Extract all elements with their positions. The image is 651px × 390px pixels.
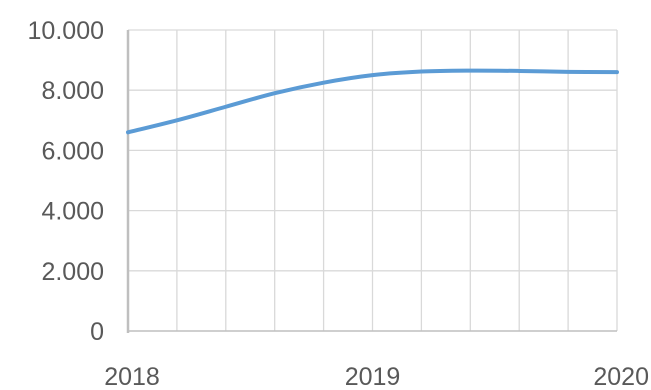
axes bbox=[126, 30, 617, 333]
y-tick-label-0: 0 bbox=[90, 318, 104, 346]
y-tick-label-2: 4.000 bbox=[41, 198, 104, 226]
y-axis-tick-labels: 0 2.000 4.000 6.000 8.000 10.000 bbox=[28, 17, 104, 346]
y-tick-label-4: 8.000 bbox=[41, 77, 104, 105]
series-line-0 bbox=[126, 68, 619, 135]
x-tick-label-0: 2018 bbox=[104, 363, 160, 390]
series-layer bbox=[126, 68, 619, 135]
y-tick-label-3: 6.000 bbox=[41, 137, 104, 165]
y-tick-label-5: 10.000 bbox=[28, 17, 104, 45]
y-tick-label-1: 2.000 bbox=[41, 258, 104, 286]
x-tick-label-2: 2020 bbox=[593, 363, 649, 390]
x-axis-tick-labels: 2018 2019 2020 bbox=[104, 363, 649, 390]
gridlines bbox=[128, 29, 618, 331]
x-tick-label-1: 2019 bbox=[345, 363, 401, 390]
